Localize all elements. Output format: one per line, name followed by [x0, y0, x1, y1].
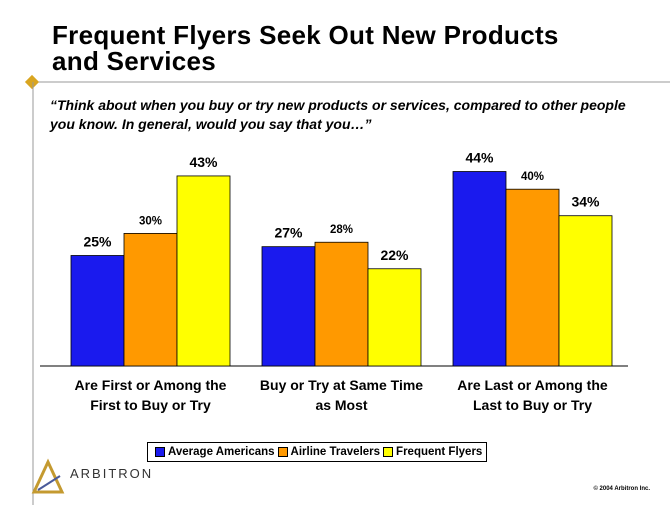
bar [558, 215, 613, 367]
diamond [24, 74, 40, 90]
data-label: 22% [380, 247, 409, 263]
data-label: 43% [189, 154, 218, 170]
bar [123, 232, 178, 367]
data-label: 28% [330, 224, 353, 236]
data-label: 34% [571, 194, 600, 210]
legend-label: Average Americans [168, 446, 275, 458]
legend-swatch [383, 447, 394, 457]
data-label: 40% [521, 171, 544, 183]
chart-title: Frequent Flyers Seek Out New Products an… [52, 20, 559, 76]
bar [367, 268, 422, 367]
copyright: © 2004 Arbitron Inc. [593, 486, 650, 492]
logo-icon-stroke [37, 475, 61, 491]
x-tick-label: Are First or Among the First to Buy or T… [74, 377, 227, 413]
bar [261, 246, 316, 367]
legend-label: Frequent Flyers [396, 446, 483, 458]
chart-subtitle: “Think about when you buy or try new pro… [50, 97, 626, 132]
logo-icon [31, 458, 65, 494]
data-label: 30% [139, 215, 162, 227]
logo-text: ARBITRON [70, 466, 154, 481]
x-tick-label: Are Last or Among the Last to Buy or Try [457, 377, 608, 413]
legend-label: Airline Travelers [290, 446, 381, 458]
bar [505, 188, 560, 367]
legend-swatch [277, 447, 288, 457]
legend-swatch [155, 447, 165, 457]
x-tick-label: Buy or Try at Same Time as Most [259, 377, 424, 413]
bar [70, 255, 125, 367]
bar [314, 241, 369, 367]
bar [452, 171, 507, 367]
data-label: 25% [83, 234, 112, 250]
bar [176, 175, 231, 367]
data-label: 44% [465, 150, 494, 166]
legend: Average Americans Airline Travelers Freque… [147, 442, 488, 462]
data-label: 27% [274, 225, 303, 241]
